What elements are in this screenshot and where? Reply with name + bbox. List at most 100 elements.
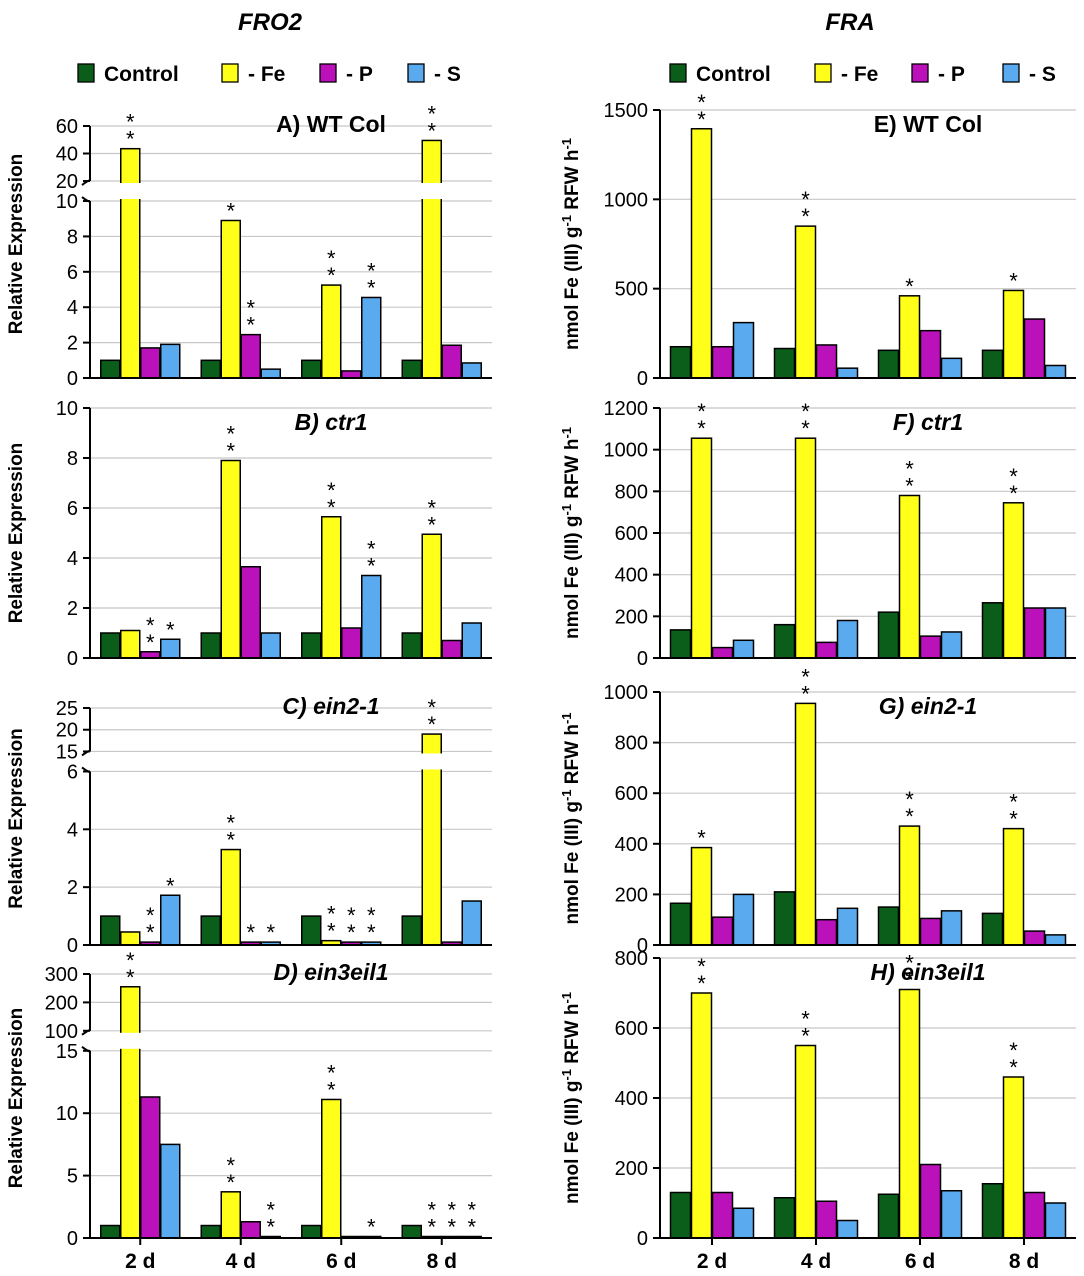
bar (200, 632, 221, 659)
bar (240, 333, 261, 379)
bar (361, 296, 382, 379)
significance-mark: * (367, 903, 376, 928)
y-tick-label: 400 (615, 1088, 648, 1110)
x-tick-label: 8 d (427, 1250, 457, 1273)
panel-title: F) ctr1 (893, 409, 963, 435)
column-title-fra: FRA (825, 9, 874, 36)
bar (836, 367, 859, 379)
significance-mark: * (427, 712, 436, 737)
bar (100, 359, 121, 379)
bar (898, 295, 921, 379)
legend-label: - P (346, 63, 373, 86)
bar (940, 631, 963, 659)
bar (200, 359, 221, 379)
bar (361, 574, 382, 659)
significance-mark: * (266, 920, 275, 945)
y-axis-label: Relative Expression (6, 1008, 27, 1189)
bar (836, 1219, 859, 1239)
significance-mark: * (126, 948, 135, 973)
y-tick-label: 200 (45, 992, 78, 1014)
y-axis-label: nmol Fe (III) g-1 RFW h-1 (559, 712, 584, 924)
y-tick-label: 6 (67, 498, 78, 520)
significance-mark: * (447, 1198, 456, 1223)
y-tick-label: 0 (67, 368, 78, 390)
bar (120, 629, 141, 659)
legend-swatch (319, 63, 337, 83)
significance-mark: * (801, 664, 810, 689)
bar (794, 1044, 817, 1239)
bar (877, 611, 900, 659)
bar (441, 344, 462, 379)
bar (421, 533, 442, 659)
significance-mark: * (1009, 464, 1018, 489)
panel-title: H) ein3eil1 (870, 959, 985, 985)
bar (120, 931, 141, 946)
significance-mark: * (801, 187, 810, 212)
y-tick-label: 40 (56, 144, 78, 166)
bar (100, 1224, 121, 1239)
significance-mark: * (427, 495, 436, 520)
significance-mark: * (226, 1153, 235, 1178)
axis-break-gap (80, 753, 494, 770)
bar (461, 900, 482, 946)
panel-title: G) ein2-1 (879, 693, 977, 719)
significance-mark: * (801, 416, 810, 441)
significance-mark: * (347, 920, 356, 945)
bar (981, 349, 1004, 379)
y-tick-label: 6 (67, 761, 78, 783)
bar (200, 915, 221, 946)
y-tick-label: 200 (615, 884, 648, 906)
bar (160, 343, 181, 379)
bar (898, 988, 921, 1239)
bar (1023, 607, 1046, 659)
legend-label: - S (434, 63, 461, 86)
bar (669, 1191, 692, 1239)
bar (341, 627, 362, 659)
y-tick-label: 0 (637, 935, 648, 957)
legend-swatch (669, 63, 687, 83)
legend-label: Control (696, 63, 771, 86)
legend-label: - S (1029, 63, 1056, 86)
bar (773, 891, 796, 946)
y-tick-label: 600 (615, 523, 648, 545)
significance-mark: * (146, 920, 155, 945)
bar (341, 370, 362, 379)
bar (711, 646, 734, 659)
significance-mark: * (1009, 790, 1018, 815)
bar (401, 915, 422, 946)
y-tick-label: 1000 (604, 189, 649, 211)
bar (836, 907, 859, 946)
bar (140, 1096, 161, 1239)
y-tick-label: 10 (56, 1103, 78, 1125)
bar (120, 986, 141, 1239)
bar (732, 1207, 755, 1239)
bar (160, 1143, 181, 1239)
bar (815, 918, 838, 946)
y-tick-label: 10 (56, 191, 78, 213)
axis-break-mark (81, 1045, 91, 1053)
bar (1002, 289, 1025, 379)
bar (1044, 934, 1067, 946)
y-tick-label: 2 (67, 877, 78, 899)
bar (940, 357, 963, 379)
bar (898, 494, 921, 659)
bar (1044, 607, 1067, 659)
bar (1002, 1076, 1025, 1239)
y-tick-label: 800 (615, 733, 648, 755)
bar (401, 359, 422, 379)
significance-mark: * (1009, 807, 1018, 832)
bar (981, 1183, 1004, 1239)
significance-mark: * (226, 439, 235, 464)
bar (100, 632, 121, 659)
legend-fra: Control - Fe - P - S (669, 63, 1056, 86)
significance-mark: * (801, 204, 810, 229)
bar (100, 915, 121, 946)
significance-mark: * (427, 695, 436, 720)
y-tick-label: 10 (56, 398, 78, 420)
axis-break-mark (81, 1029, 91, 1036)
significance-mark: * (126, 965, 135, 990)
